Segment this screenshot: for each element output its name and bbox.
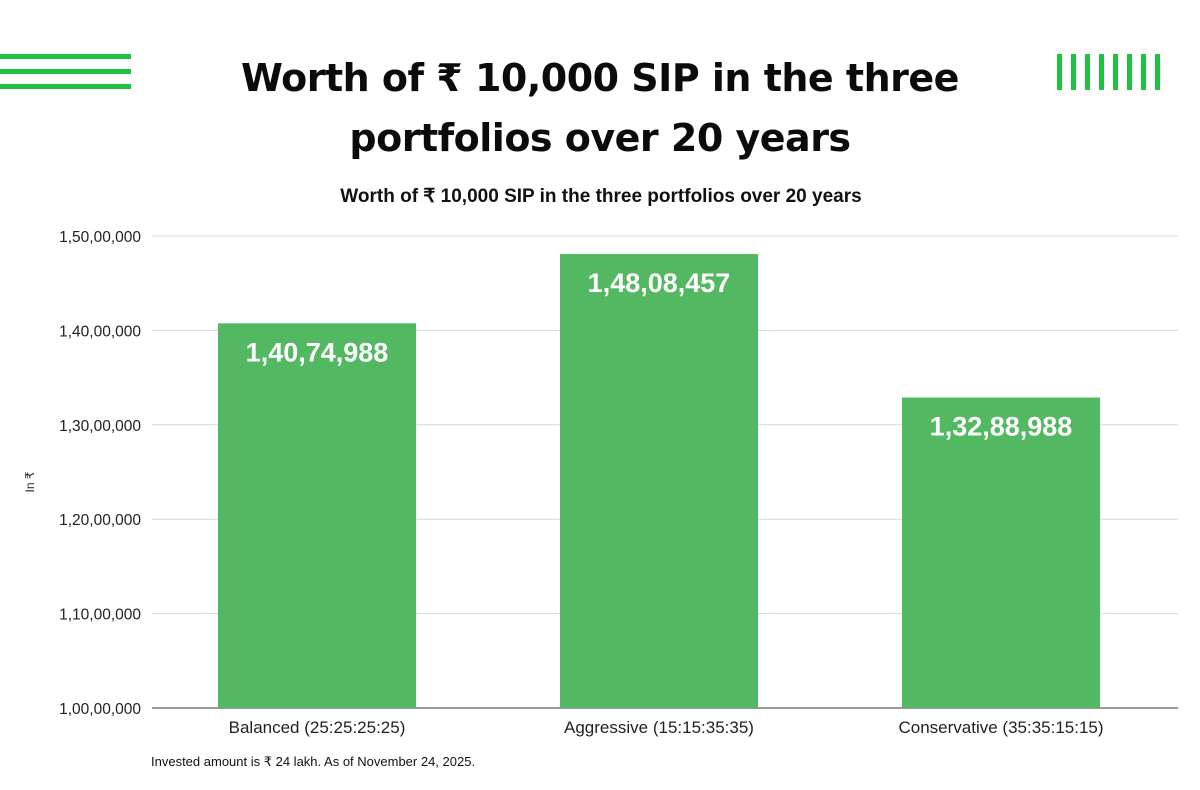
decorative-stripe [1141, 54, 1146, 90]
bar [560, 254, 758, 708]
x-category-label: Aggressive (15:15:35:35) [564, 718, 754, 737]
decorative-stripe [1057, 54, 1062, 90]
decorative-stripe [1099, 54, 1104, 90]
x-category-label: Balanced (25:25:25:25) [229, 718, 406, 737]
decorative-stripe [0, 69, 131, 74]
bar [902, 397, 1100, 708]
decorative-stripe [1155, 54, 1160, 90]
x-category-label: Conservative (35:35:15:15) [898, 718, 1103, 737]
bar-value-label: 1,40,74,988 [246, 337, 389, 367]
page-title: Worth of ₹ 10,000 SIP in the three portf… [241, 56, 959, 160]
y-tick-label: 1,00,00,000 [59, 701, 141, 718]
bar-value-label: 1,32,88,988 [930, 412, 1073, 442]
decorative-stripe [1127, 54, 1132, 90]
decorative-stripe [0, 54, 131, 59]
bars [218, 254, 1100, 708]
y-tick-label: 1,50,00,000 [59, 229, 141, 246]
y-tick-label: 1,40,00,000 [59, 323, 141, 340]
footnote: Invested amount is ₹ 24 lakh. As of Nove… [151, 754, 476, 769]
labels: 1,00,00,000 1,10,00,000 1,20,00,000 1,30,00… [59, 229, 1103, 737]
y-axis-label: In ₹ [23, 471, 37, 492]
bar [218, 323, 416, 708]
decorative-vertical-stripes [1057, 54, 1160, 90]
chart-title: Worth of ₹ 10,000 SIP in the three portf… [340, 186, 861, 207]
decorative-stripe [1071, 54, 1076, 90]
bar-value-label: 1,48,08,457 [588, 268, 731, 298]
y-tick-label: 1,10,00,000 [59, 607, 141, 624]
decorative-stripe [1113, 54, 1118, 90]
decorative-stripe [1085, 54, 1090, 90]
y-tick-label: 1,30,00,000 [59, 418, 141, 435]
decorative-stripe [0, 84, 131, 89]
decorative-horizontal-stripes [0, 54, 131, 90]
y-tick-label: 1,20,00,000 [59, 512, 141, 529]
